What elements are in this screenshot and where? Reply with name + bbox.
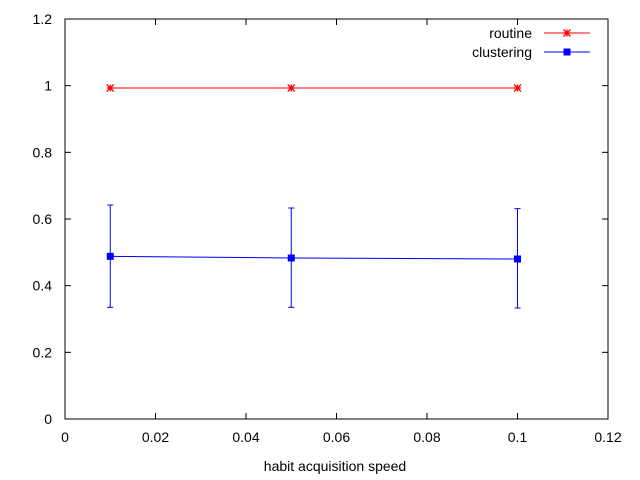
marker-stroke (563, 29, 571, 37)
legend-label: routine (489, 25, 532, 41)
x-tick-label: 0.02 (142, 429, 169, 445)
y-tick-label: 1 (44, 78, 52, 94)
x-tick-label: 0.06 (323, 429, 350, 445)
y-tick-label: 0.8 (33, 144, 53, 160)
legend-entry-routine: routine (489, 25, 590, 41)
legend-label: clustering (472, 44, 532, 60)
data-point (287, 84, 296, 92)
marker-stroke (106, 84, 115, 92)
y-tick-label: 0 (44, 411, 52, 427)
series-routine (106, 84, 522, 92)
y-tick-label: 0.4 (33, 278, 53, 294)
x-axis-label: habit acquisition speed (264, 458, 406, 474)
x-tick-label: 0.12 (594, 429, 621, 445)
legend: routine clustering (472, 25, 590, 60)
data-point (106, 252, 114, 260)
x-tick-label: 0.04 (232, 429, 259, 445)
data-point (287, 254, 295, 262)
series-line-clustering (110, 255, 518, 260)
plot-frame (64, 18, 609, 420)
legend-entry-clustering: clustering (472, 44, 590, 60)
marker-stroke (287, 84, 296, 92)
data-point (514, 255, 521, 263)
x-tick-label: 0.08 (413, 429, 440, 445)
series-clustering (106, 204, 521, 309)
marker-stroke (513, 84, 522, 92)
series-layer (106, 84, 522, 309)
y-tick-label: 0.6 (33, 211, 53, 227)
data-point (513, 84, 522, 92)
y-tick-label: 0.2 (33, 344, 53, 360)
legend-marker (563, 48, 571, 56)
axis-ticks: 0 0.02 0.04 0.06 0.08 0.1 0.12 0 0.2 0.4 0.6 0.8 1 1.… (33, 11, 622, 445)
x-tick-label: 0.1 (508, 429, 528, 445)
legend-marker (563, 29, 571, 37)
plot-border (64, 18, 609, 420)
x-tick-label: 0 (61, 429, 69, 445)
y-tick-label: 1.2 (33, 11, 53, 27)
data-point (106, 84, 115, 92)
